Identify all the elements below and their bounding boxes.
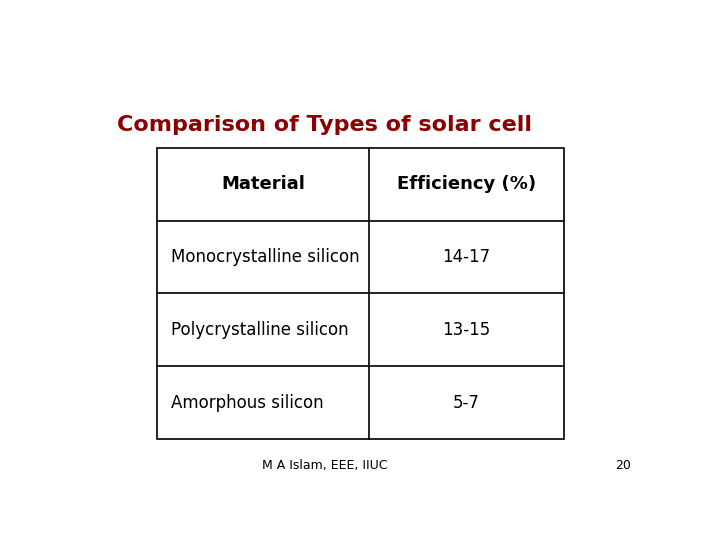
Text: 20: 20 xyxy=(616,460,631,472)
Text: 13-15: 13-15 xyxy=(443,321,491,339)
Text: 5-7: 5-7 xyxy=(453,394,480,411)
Text: Efficiency (%): Efficiency (%) xyxy=(397,176,536,193)
Text: 14-17: 14-17 xyxy=(443,248,491,266)
Text: Amorphous silicon: Amorphous silicon xyxy=(171,394,323,411)
Text: Comparison of Types of solar cell: Comparison of Types of solar cell xyxy=(117,114,532,134)
Text: Monocrystalline silicon: Monocrystalline silicon xyxy=(171,248,359,266)
Text: M A Islam, EEE, IIUC: M A Islam, EEE, IIUC xyxy=(261,460,387,472)
Text: Material: Material xyxy=(221,176,305,193)
Text: Polycrystalline silicon: Polycrystalline silicon xyxy=(171,321,348,339)
